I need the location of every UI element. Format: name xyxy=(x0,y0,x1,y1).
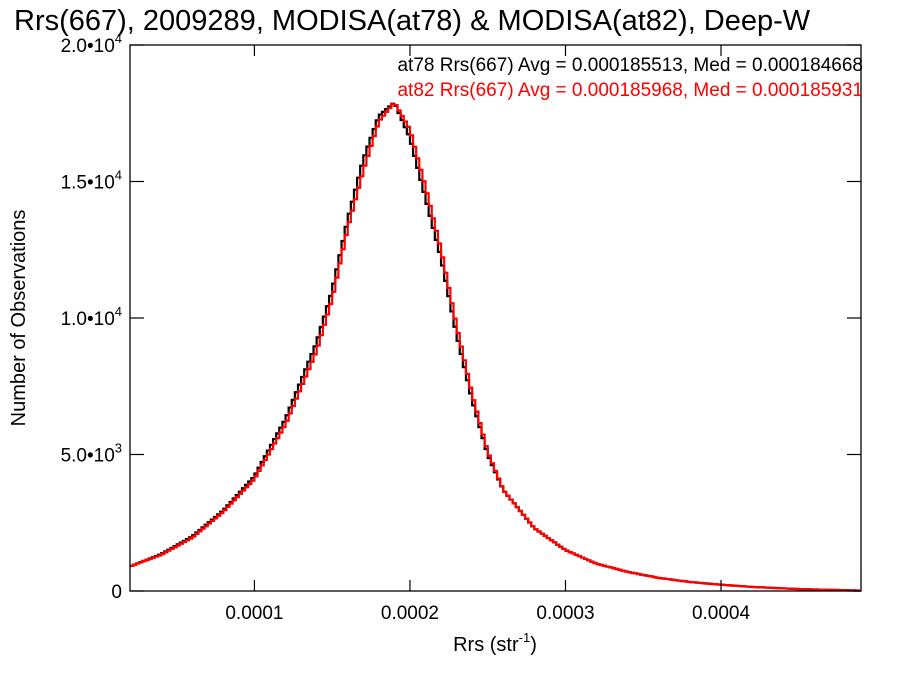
y-tick-label-text: 1.5•10 xyxy=(61,173,115,194)
x-axis-label-text: Rrs (str xyxy=(453,634,519,656)
plot-frame xyxy=(129,44,862,592)
x-tick-label: 0.0004 xyxy=(692,603,751,624)
x-axis-label-close: ) xyxy=(530,634,537,656)
x-axis-label-superscript: -1 xyxy=(519,630,531,645)
y-tick-label: 1.0•104 xyxy=(61,304,122,330)
y-tick-label: 0 xyxy=(111,582,122,603)
series-line-at78 xyxy=(130,102,861,592)
y-tick-label-text: 5.0•10 xyxy=(61,446,115,467)
x-tick-label: 0.0002 xyxy=(381,603,439,624)
y-tick-label-exponent: 4 xyxy=(115,168,122,183)
y-axis-label: Number of Observations xyxy=(8,210,30,427)
legend: at78 Rrs(667) Avg = 0.000185513, Med = 0… xyxy=(397,55,863,101)
y-tick-label: 2.0•104 xyxy=(61,31,122,57)
y-tick-label-exponent: 4 xyxy=(115,31,122,46)
x-axis-ticks: 0.0001 0.0002 0.0003 0.0004 xyxy=(225,45,751,624)
x-tick-label: 0.0001 xyxy=(225,603,283,624)
y-tick-label-text: 2.0•10 xyxy=(61,36,115,57)
y-tick-label: 1.5•104 xyxy=(61,168,122,194)
legend-entry-at78: at78 Rrs(667) Avg = 0.000185513, Med = 0… xyxy=(397,55,863,76)
x-axis-label: Rrs (str-1) xyxy=(453,630,537,656)
legend-entry-at82: at82 Rrs(667) Avg = 0.000185968, Med = 0… xyxy=(397,80,863,101)
x-tick-label: 0.0003 xyxy=(536,603,594,624)
chart-title: Rrs(667), 2009289, MODISA(at78) & MODISA… xyxy=(14,5,811,37)
y-tick-label-text: 1.0•10 xyxy=(61,309,115,330)
series-line-at82 xyxy=(130,103,861,592)
y-tick-label-text: 0 xyxy=(111,582,122,603)
y-tick-label-exponent: 3 xyxy=(115,441,122,456)
series-layer xyxy=(130,102,861,592)
y-tick-label: 5.0•103 xyxy=(61,441,122,467)
y-tick-label-exponent: 4 xyxy=(115,304,122,319)
